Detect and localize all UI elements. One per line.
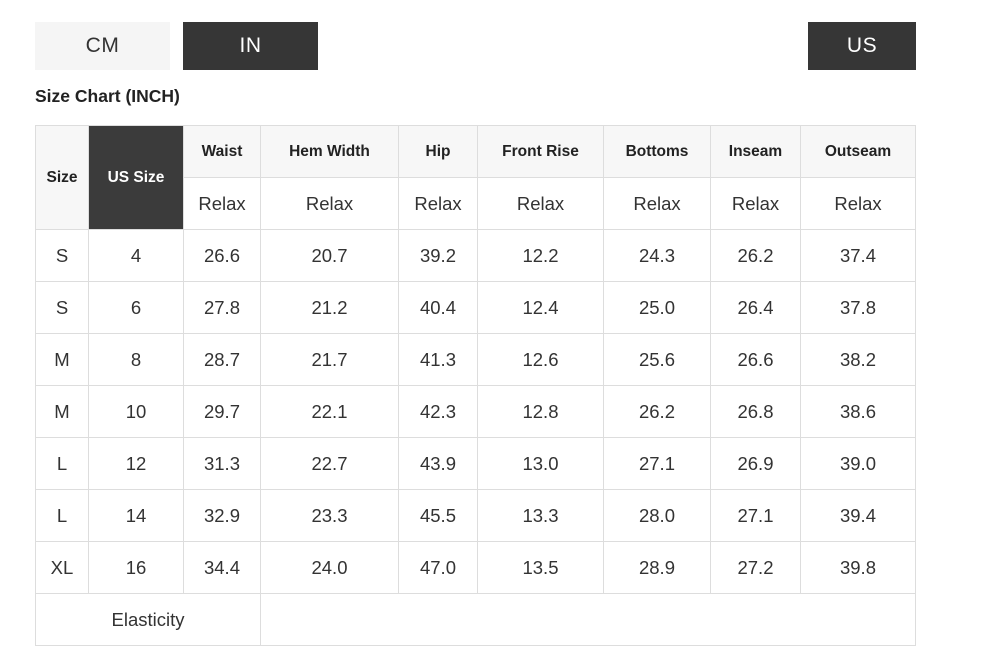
- measure-value-cell: 29.7: [183, 385, 261, 438]
- size-cell: S: [35, 281, 89, 334]
- cm-unit-toggle-button[interactable]: CM: [35, 22, 170, 70]
- measure-value-cell: 28.9: [603, 541, 711, 594]
- measure-value-cell: 27.1: [710, 489, 801, 542]
- table-row: L 12 31.3 22.7 43.9 13.0 27.1 26.9 39.0: [35, 437, 916, 490]
- measure-value-cell: 23.3: [260, 489, 399, 542]
- elasticity-row: Elasticity: [35, 593, 916, 646]
- us-size-cell: 16: [88, 541, 184, 594]
- measure-column-header: Waist: [183, 125, 261, 178]
- measure-value-cell: 26.6: [710, 333, 801, 386]
- table-row: M 10 29.7 22.1 42.3 12.8 26.2 26.8 38.6: [35, 385, 916, 438]
- size-cell: S: [35, 229, 89, 282]
- measure-value-cell: 28.0: [603, 489, 711, 542]
- size-cell: M: [35, 385, 89, 438]
- measure-value-cell: 27.8: [183, 281, 261, 334]
- fit-label-cell: Relax: [260, 177, 399, 230]
- us-size-cell: 8: [88, 333, 184, 386]
- measure-value-cell: 40.4: [398, 281, 478, 334]
- us-sizing-toggle-button[interactable]: US: [808, 22, 916, 70]
- measure-value-cell: 21.7: [260, 333, 399, 386]
- fit-label-cell: Relax: [183, 177, 261, 230]
- measure-value-cell: 26.4: [710, 281, 801, 334]
- measure-value-cell: 41.3: [398, 333, 478, 386]
- fit-label-cell: Relax: [710, 177, 801, 230]
- measure-value-cell: 12.6: [477, 333, 604, 386]
- size-chart-table: Size US Size Waist Hem Width Hip Front Rise Bo…: [35, 125, 916, 646]
- measure-value-cell: 13.5: [477, 541, 604, 594]
- size-cell: L: [35, 489, 89, 542]
- size-chart-body: S 4 26.6 20.7 39.2 12.2 24.3 26.2 37.4 S 6 27.8 21.2…: [35, 229, 916, 646]
- measure-value-cell: 43.9: [398, 437, 478, 490]
- in-unit-toggle-button[interactable]: IN: [183, 22, 318, 70]
- table-row: M 8 28.7 21.7 41.3 12.6 25.6 26.6 38.2: [35, 333, 916, 386]
- fit-label-cell: Relax: [800, 177, 916, 230]
- elasticity-value-cell: [260, 593, 916, 646]
- measure-value-cell: 24.3: [603, 229, 711, 282]
- measure-value-cell: 34.4: [183, 541, 261, 594]
- us-size-column-header: US Size: [88, 125, 184, 230]
- measure-value-cell: 28.7: [183, 333, 261, 386]
- size-cell: XL: [35, 541, 89, 594]
- table-row: XL 16 34.4 24.0 47.0 13.5 28.9 27.2 39.8: [35, 541, 916, 594]
- us-size-cell: 14: [88, 489, 184, 542]
- measure-value-cell: 13.0: [477, 437, 604, 490]
- measure-value-cell: 37.8: [800, 281, 916, 334]
- measure-value-cell: 38.2: [800, 333, 916, 386]
- measure-value-cell: 20.7: [260, 229, 399, 282]
- measure-value-cell: 22.7: [260, 437, 399, 490]
- measure-value-cell: 39.0: [800, 437, 916, 490]
- measure-value-cell: 27.2: [710, 541, 801, 594]
- table-row: L 14 32.9 23.3 45.5 13.3 28.0 27.1 39.4: [35, 489, 916, 542]
- measure-value-cell: 26.6: [183, 229, 261, 282]
- size-cell: M: [35, 333, 89, 386]
- table-row: S 4 26.6 20.7 39.2 12.2 24.3 26.2 37.4: [35, 229, 916, 282]
- measure-value-cell: 21.2: [260, 281, 399, 334]
- measure-value-cell: 31.3: [183, 437, 261, 490]
- measure-value-cell: 25.6: [603, 333, 711, 386]
- measure-value-cell: 26.2: [710, 229, 801, 282]
- header-row-measures: Size US Size Waist Hem Width Hip Front Rise Bo…: [35, 125, 916, 230]
- us-size-cell: 12: [88, 437, 184, 490]
- fit-label-cell: Relax: [398, 177, 478, 230]
- measure-column-header: Front Rise: [477, 125, 604, 178]
- measure-value-cell: 22.1: [260, 385, 399, 438]
- us-size-cell: 4: [88, 229, 184, 282]
- us-size-cell: 6: [88, 281, 184, 334]
- table-row: S 6 27.8 21.2 40.4 12.4 25.0 26.4 37.8: [35, 281, 916, 334]
- size-chart-header: Size US Size Waist Hem Width Hip Front Rise Bo…: [35, 125, 916, 230]
- measure-value-cell: 39.4: [800, 489, 916, 542]
- measure-column-header: Bottoms: [603, 125, 711, 178]
- measure-value-cell: 13.3: [477, 489, 604, 542]
- fit-label-cell: Relax: [477, 177, 604, 230]
- measure-value-cell: 12.8: [477, 385, 604, 438]
- measure-value-cell: 42.3: [398, 385, 478, 438]
- measure-value-cell: 47.0: [398, 541, 478, 594]
- measure-value-cell: 26.8: [710, 385, 801, 438]
- measure-value-cell: 27.1: [603, 437, 711, 490]
- size-column-header: Size: [35, 125, 89, 230]
- size-chart-title: Size Chart (INCH): [35, 86, 180, 106]
- us-size-cell: 10: [88, 385, 184, 438]
- measure-value-cell: 39.2: [398, 229, 478, 282]
- measure-value-cell: 38.6: [800, 385, 916, 438]
- fit-label-cell: Relax: [603, 177, 711, 230]
- size-cell: L: [35, 437, 89, 490]
- measure-column-header: Outseam: [800, 125, 916, 178]
- measure-value-cell: 26.2: [603, 385, 711, 438]
- measure-value-cell: 39.8: [800, 541, 916, 594]
- measure-column-header: Hip: [398, 125, 478, 178]
- measure-value-cell: 37.4: [800, 229, 916, 282]
- measure-value-cell: 25.0: [603, 281, 711, 334]
- measure-value-cell: 12.4: [477, 281, 604, 334]
- measure-value-cell: 26.9: [710, 437, 801, 490]
- measure-column-header: Hem Width: [260, 125, 399, 178]
- measure-value-cell: 24.0: [260, 541, 399, 594]
- header-row-fit: Relax Relax Relax Relax Relax Relax Relax: [36, 177, 916, 230]
- measure-column-header: Inseam: [710, 125, 801, 178]
- measure-value-cell: 12.2: [477, 229, 604, 282]
- measure-value-cell: 32.9: [183, 489, 261, 542]
- elasticity-label-cell: Elasticity: [35, 593, 261, 646]
- measure-value-cell: 45.5: [398, 489, 478, 542]
